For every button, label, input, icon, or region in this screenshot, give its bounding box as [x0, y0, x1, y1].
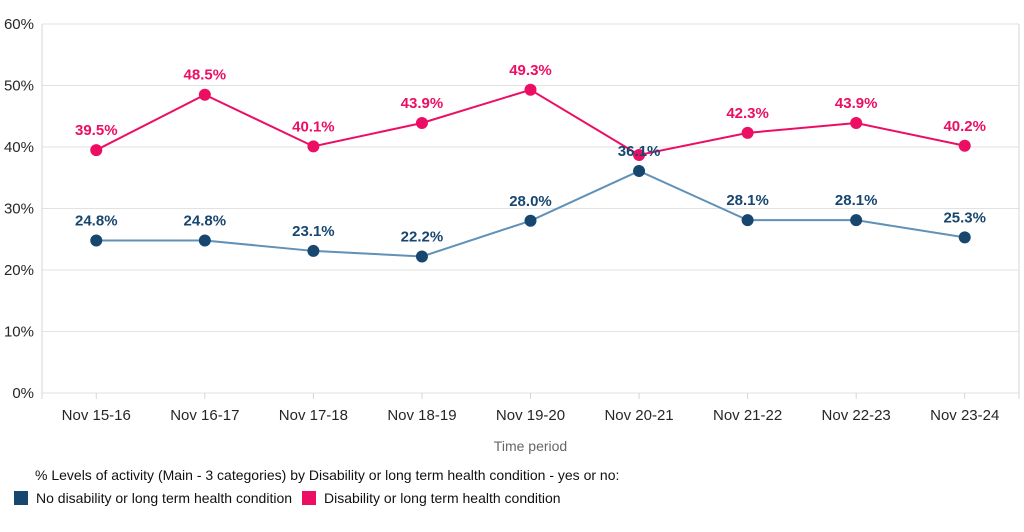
data-point-disability: [524, 83, 537, 96]
data-label-disability: 40.1%: [292, 118, 335, 135]
x-axis-tick-label: Nov 23-24: [930, 407, 999, 424]
disability-swatch-icon: [302, 491, 317, 505]
x-axis-tick-label: Nov 15-16: [62, 407, 131, 424]
x-axis-tick-label: Nov 18-19: [387, 407, 456, 424]
legend-item-label: No disability or long term health condit…: [36, 490, 293, 506]
data-label-disability: 39.5%: [75, 122, 118, 139]
no-disability-swatch-icon: [14, 491, 28, 505]
data-point-no-disability: [633, 164, 646, 177]
data-point-disability: [415, 117, 428, 130]
data-label-disability: 40.2%: [943, 118, 986, 135]
data-label-disability: 43.9%: [401, 95, 444, 112]
x-axis-title: Time period: [494, 438, 567, 454]
y-axis-tick-label: 20%: [4, 262, 34, 279]
data-point-disability: [958, 139, 971, 152]
legend: No disability or long term health condit…: [14, 490, 1024, 506]
data-point-no-disability: [198, 234, 211, 247]
x-axis-tick-label: Nov 21-22: [713, 407, 782, 424]
data-label-disability: 42.3%: [726, 105, 769, 122]
data-point-no-disability: [90, 234, 103, 247]
x-axis-tick-label: Nov 17-18: [279, 407, 348, 424]
data-label-disability: 49.3%: [509, 62, 552, 79]
data-point-no-disability: [524, 214, 537, 227]
y-axis-tick-label: 0%: [12, 385, 34, 402]
x-axis-tick-label: Nov 20-21: [604, 407, 673, 424]
x-axis-tick-label: Nov 22-23: [822, 407, 891, 424]
series-line-no-disability: [96, 169, 965, 258]
y-axis-tick-label: 40%: [4, 139, 34, 156]
data-label-disability: 48.5%: [184, 67, 227, 84]
legend-item-label: Disability or long term health condition: [324, 490, 561, 506]
data-point-disability: [633, 148, 646, 161]
data-point-no-disability: [958, 231, 971, 244]
data-point-no-disability: [741, 214, 754, 227]
data-point-disability: [850, 117, 863, 130]
data-point-disability: [307, 140, 320, 153]
data-point-disability: [741, 126, 754, 139]
line-chart-plot: 0% 10% 20% 30% 40% 50% 60% Nov 15-16 Nov 16-17 No…: [4, 16, 1020, 454]
data-point-no-disability: [850, 214, 863, 227]
legend-item-disability: Disability or long term health condition: [302, 490, 561, 506]
data-label-no-disability: 22.2%: [401, 228, 444, 245]
data-label-no-disability: 28.1%: [726, 192, 769, 209]
data-label-no-disability: 25.3%: [943, 209, 986, 226]
legend-item-no-disability: No disability or long term health condit…: [14, 490, 292, 506]
data-label-no-disability: 28.1%: [835, 192, 878, 209]
y-axis-tick-label: 60%: [4, 16, 34, 33]
data-label-no-disability: 28.0%: [509, 193, 552, 210]
legend-title: % Levels of activity (Main - 3 categorie…: [35, 467, 620, 483]
data-label-no-disability: 24.8%: [184, 212, 227, 229]
data-label-no-disability: 36.1%: [618, 143, 661, 160]
data-label-no-disability: 23.1%: [292, 223, 335, 240]
data-label-disability: 43.9%: [835, 95, 878, 112]
data-point-disability: [90, 144, 103, 157]
data-label-no-disability: 24.8%: [75, 212, 118, 229]
y-axis-tick-label: 50%: [4, 78, 34, 95]
y-axis-tick-label: 10%: [4, 324, 34, 341]
data-point-disability: [198, 88, 211, 101]
data-point-no-disability: [307, 244, 320, 257]
y-axis-tick-label: 30%: [4, 201, 34, 218]
x-axis-tick-label: Nov 16-17: [170, 407, 239, 424]
data-point-no-disability: [415, 250, 428, 263]
x-axis-tick-label: Nov 19-20: [496, 407, 565, 424]
